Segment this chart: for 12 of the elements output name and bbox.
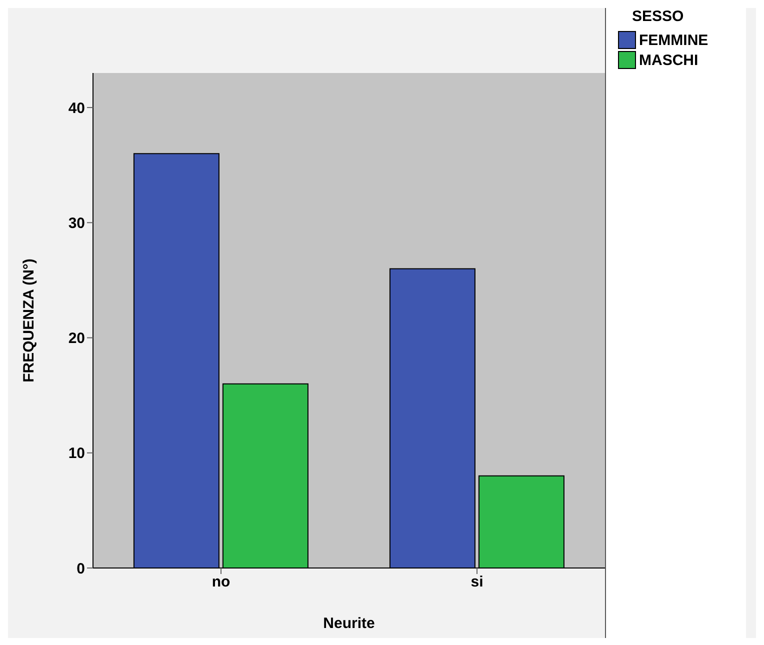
y-tick-label: 10: [68, 445, 85, 462]
x-tick-label: no: [212, 574, 230, 591]
y-tick-label: 40: [68, 100, 85, 117]
legend-title: SESSO: [632, 8, 685, 25]
y-tick-label: 30: [68, 214, 85, 232]
legend-label: FEMMINE: [639, 32, 708, 48]
legend-label: MASCHI: [639, 52, 698, 68]
x-tick-label: si: [470, 574, 484, 591]
y-tick-label: 0: [76, 560, 85, 578]
y-axis-title: FREQUENZA (N°): [20, 258, 38, 382]
x-axis-title: Neurite: [323, 615, 375, 632]
y-tick-label: 20: [68, 330, 85, 348]
